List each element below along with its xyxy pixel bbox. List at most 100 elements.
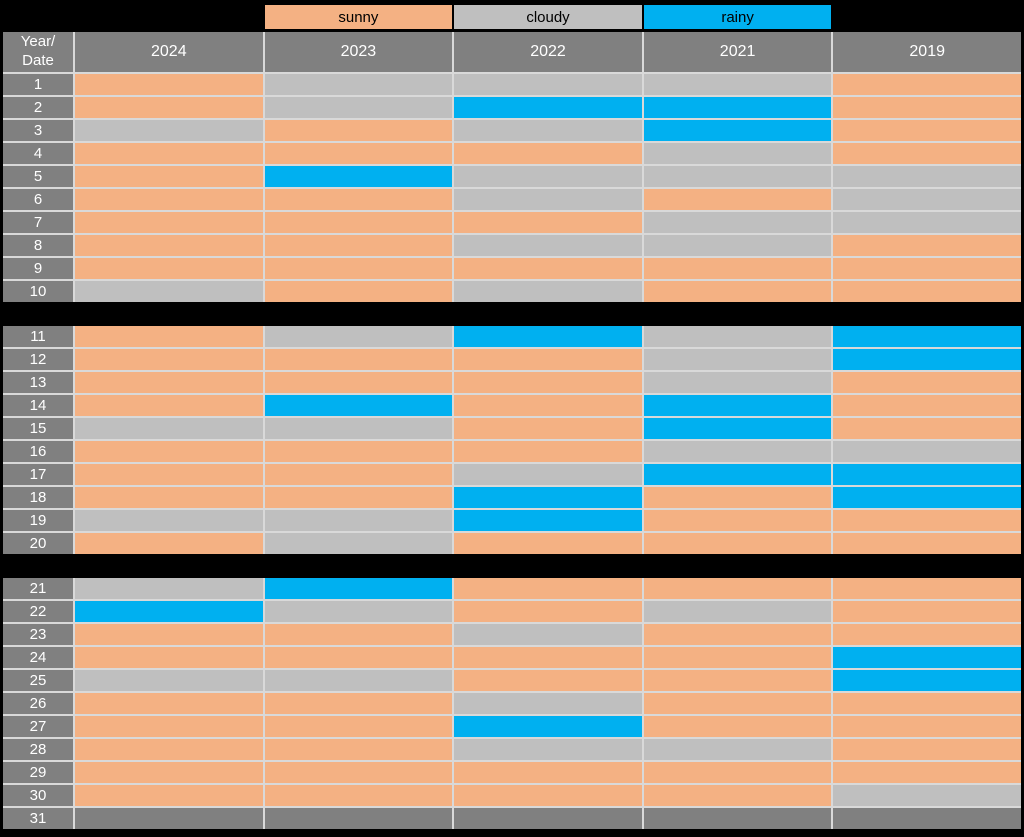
weather-cell-2023-21-rainy — [264, 578, 453, 599]
weather-cell-2023-12-sunny — [264, 349, 453, 370]
weather-cell-2023-31-empty — [264, 808, 453, 829]
weather-cell-2019-2-sunny — [833, 97, 1021, 118]
weather-cell-2019-4-sunny — [833, 143, 1021, 164]
date-cell-28: 28 — [3, 739, 73, 760]
weather-cell-2021-12-cloudy — [643, 349, 832, 370]
weather-cell-2024-31-empty — [75, 808, 263, 829]
weather-cell-2024-10-cloudy — [75, 281, 263, 302]
weather-cell-2021-24-sunny — [643, 647, 832, 668]
weather-cell-2024-12-sunny — [75, 349, 263, 370]
weather-cell-2023-24-sunny — [264, 647, 453, 668]
weather-cell-2024-1-sunny — [75, 74, 263, 95]
year-header-2019: 2019 — [833, 32, 1021, 72]
weather-cell-2023-4-sunny — [264, 143, 453, 164]
date-cell-23: 23 — [3, 624, 73, 645]
date-cell-8: 8 — [3, 235, 73, 256]
weather-cell-2023-30-sunny — [264, 785, 453, 806]
weather-cell-2023-5-rainy — [264, 166, 453, 187]
weather-cell-2021-3-rainy — [643, 120, 832, 141]
legend-label-cloudy: cloudy — [526, 8, 570, 26]
weather-cell-2021-1-cloudy — [643, 74, 832, 95]
weather-cell-2024-16-sunny — [75, 441, 263, 462]
weather-cell-2019-3-sunny — [833, 120, 1021, 141]
weather-cell-2023-28-sunny — [264, 739, 453, 760]
weather-cell-2022-5-cloudy — [454, 166, 642, 187]
weather-cell-2022-4-sunny — [454, 143, 642, 164]
weather-cell-2021-23-sunny — [643, 624, 832, 645]
weather-cell-2024-19-cloudy — [75, 510, 263, 531]
weather-cell-2024-4-sunny — [75, 143, 263, 164]
date-cell-4: 4 — [3, 143, 73, 164]
weather-cell-2021-8-cloudy — [643, 235, 832, 256]
weather-cell-2019-17-rainy — [833, 464, 1021, 485]
weather-cell-2022-1-cloudy — [454, 74, 642, 95]
weather-cell-2019-19-sunny — [833, 510, 1021, 531]
weather-cell-2023-23-sunny — [264, 624, 453, 645]
weather-cell-2022-16-sunny — [454, 441, 642, 462]
weather-cell-2019-12-rainy — [833, 349, 1021, 370]
weather-cell-2023-9-sunny — [264, 258, 453, 279]
date-cell-6: 6 — [3, 189, 73, 210]
weather-cell-2019-18-rainy — [833, 487, 1021, 508]
weather-cell-2024-5-sunny — [75, 166, 263, 187]
weather-cell-2023-19-cloudy — [264, 510, 453, 531]
weather-cell-2021-25-sunny — [643, 670, 832, 691]
weather-cell-2019-24-rainy — [833, 647, 1021, 668]
weather-cell-2022-3-cloudy — [454, 120, 642, 141]
weather-cell-2024-22-rainy — [75, 601, 263, 622]
weather-cell-2022-17-cloudy — [454, 464, 642, 485]
weather-cell-2019-21-sunny — [833, 578, 1021, 599]
weather-cell-2022-7-sunny — [454, 212, 642, 233]
date-cell-25: 25 — [3, 670, 73, 691]
weather-cell-2022-10-cloudy — [454, 281, 642, 302]
weather-cell-2024-6-sunny — [75, 189, 263, 210]
corner-header-line1: Year/ — [20, 33, 56, 51]
weather-cell-2023-14-rainy — [264, 395, 453, 416]
weather-cell-2023-10-sunny — [264, 281, 453, 302]
date-cell-31: 31 — [3, 808, 73, 829]
weather-cell-2022-8-cloudy — [454, 235, 642, 256]
weather-cell-2019-11-rainy — [833, 326, 1021, 347]
weather-cell-2023-25-cloudy — [264, 670, 453, 691]
weather-cell-2022-25-sunny — [454, 670, 642, 691]
weather-cell-2021-15-rainy — [643, 418, 832, 439]
weather-cell-2022-6-cloudy — [454, 189, 642, 210]
weather-cell-2021-16-cloudy — [643, 441, 832, 462]
date-cell-1: 1 — [3, 74, 73, 95]
weather-cell-2019-25-rainy — [833, 670, 1021, 691]
weather-cell-2024-20-sunny — [75, 533, 263, 554]
weather-cell-2022-19-rainy — [454, 510, 642, 531]
date-cell-2: 2 — [3, 97, 73, 118]
table-section-rows-11-20: 11 12 13 14 15 16 17 18 19 20 — [3, 326, 1021, 554]
weather-cell-2019-22-sunny — [833, 601, 1021, 622]
date-cell-12: 12 — [3, 349, 73, 370]
weather-cell-2019-13-sunny — [833, 372, 1021, 393]
legend-label-rainy: rainy — [721, 8, 754, 26]
weather-cell-2023-3-sunny — [264, 120, 453, 141]
weather-cell-2023-29-sunny — [264, 762, 453, 783]
weather-cell-2023-16-sunny — [264, 441, 453, 462]
weather-cell-2022-30-sunny — [454, 785, 642, 806]
corner-header-line2: Date — [22, 52, 54, 69]
weather-cell-2022-23-cloudy — [454, 624, 642, 645]
weather-cell-2022-9-sunny — [454, 258, 642, 279]
legend-item-rainy: rainy — [643, 5, 832, 29]
weather-cell-2023-7-sunny — [264, 212, 453, 233]
weather-cell-2024-27-sunny — [75, 716, 263, 737]
weather-cell-2019-14-sunny — [833, 395, 1021, 416]
weather-cell-2022-24-sunny — [454, 647, 642, 668]
weather-cell-2021-5-cloudy — [643, 166, 832, 187]
weather-cell-2019-8-sunny — [833, 235, 1021, 256]
weather-cell-2022-11-rainy — [454, 326, 642, 347]
weather-cell-2019-23-sunny — [833, 624, 1021, 645]
weather-cell-2022-12-sunny — [454, 349, 642, 370]
weather-cell-2019-9-sunny — [833, 258, 1021, 279]
weather-cell-2021-18-sunny — [643, 487, 832, 508]
weather-cell-2019-15-sunny — [833, 418, 1021, 439]
legend-spacer-2019-col — [833, 5, 1021, 29]
black-separator-band-1 — [3, 302, 1021, 326]
date-cell-17: 17 — [3, 464, 73, 485]
legend-spacer-2024-col — [75, 5, 263, 29]
weather-cell-2019-1-sunny — [833, 74, 1021, 95]
